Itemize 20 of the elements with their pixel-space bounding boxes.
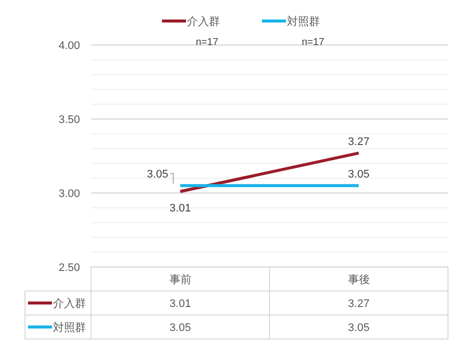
data-label: 3.01 xyxy=(170,202,191,215)
text: 3.05 xyxy=(348,322,370,334)
y-tick-label: 4.00 xyxy=(58,40,80,52)
data-label: 3.05 xyxy=(146,168,168,181)
y-tick-label: 3.50 xyxy=(58,114,80,126)
annotation: n=17 xyxy=(302,37,325,48)
legend-label: 介入群 xyxy=(187,15,220,28)
data-label: 3.05 xyxy=(348,168,370,181)
data-label: 3.27 xyxy=(348,136,370,148)
text: 3.27 xyxy=(348,298,370,310)
text: 3.05 xyxy=(170,322,191,334)
annotation: n=17 xyxy=(196,37,219,48)
text: 3.01 xyxy=(170,298,191,310)
y-tick-label: 2.50 xyxy=(58,262,80,274)
legend-label: 対照群 xyxy=(287,15,320,28)
y-tick-label: 3.00 xyxy=(58,188,80,200)
x-tick-label: 事前 xyxy=(169,273,192,286)
text: 対照群 xyxy=(53,322,86,334)
text: 介入群 xyxy=(53,298,86,310)
x-tick-label: 事後 xyxy=(348,273,370,286)
